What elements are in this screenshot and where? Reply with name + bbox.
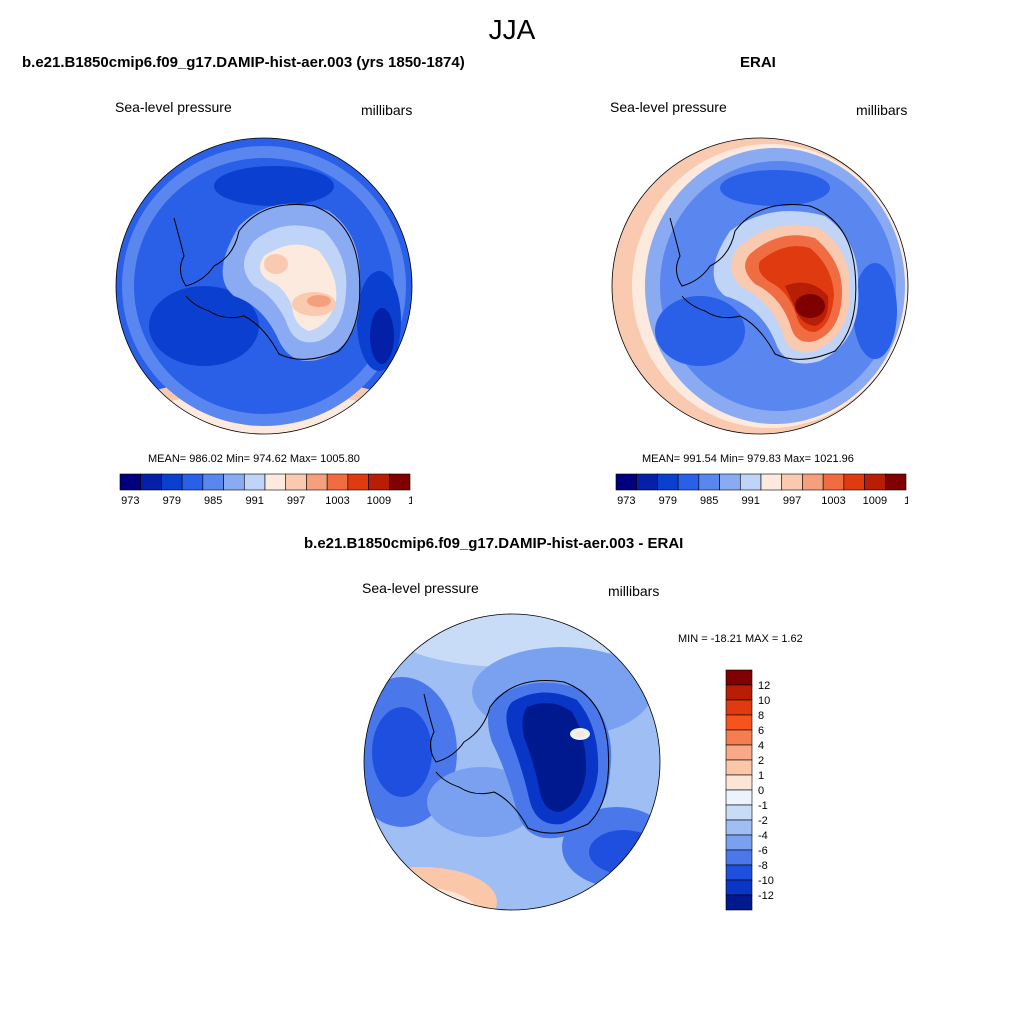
- model-units-label: millibars: [361, 102, 413, 118]
- figure-title: JJA: [488, 14, 536, 45]
- obs-colorbar-swatch: [719, 473, 741, 491]
- model-stats: MEAN= 986.02 Min= 974.62 Max= 1005.80: [148, 453, 360, 465]
- obs-colorbar-tick-label: 973: [617, 495, 635, 507]
- model-colorbar: 973 979 985 991 997 1003 1009 1015: [119, 473, 412, 507]
- model-colorbar-tick-label: 1015: [408, 495, 412, 507]
- diff-colorbar-tick-label: -12: [758, 890, 774, 902]
- model-colorbar-swatch: [347, 473, 369, 491]
- diff-colorbar-tick-label: 12: [758, 680, 770, 692]
- obs-colorbar-swatch: [864, 473, 886, 491]
- model-colorbar-swatch: [223, 473, 245, 491]
- obs-colorbar-swatch: [615, 473, 638, 491]
- diff-colorbar-swatch: [725, 684, 753, 701]
- model-colorbar-tick-label: 1009: [367, 495, 391, 507]
- diff-colorbar-tick-label: -6: [758, 845, 768, 857]
- obs-colorbar-swatch: [739, 473, 762, 491]
- model-colorbar-swatch: [326, 473, 349, 491]
- model-colorbar-tick-label: 973: [121, 495, 139, 507]
- obs-colorbar-swatch: [843, 473, 865, 491]
- model-colorbar-swatch: [306, 473, 328, 491]
- diff-colorbar-swatch: [725, 714, 753, 731]
- diff-colorbar-tick-label: 6: [758, 725, 764, 737]
- obs-colorbar-swatch: [781, 473, 803, 491]
- obs-colorbar-swatch: [760, 473, 783, 491]
- diff-colorbar-swatch: [725, 774, 753, 791]
- model-colorbar-tick-label: 985: [204, 495, 222, 507]
- diff-colorbar-tick-label: 4: [758, 740, 764, 752]
- obs-colorbar-tick-label: 1009: [863, 495, 887, 507]
- diff-colorbar-tick-label: -10: [758, 875, 774, 887]
- obs-colorbar-tick-label: 1015: [904, 495, 908, 507]
- diff-colorbar-swatch: [725, 894, 753, 911]
- diff-colorbar-tick-label: -8: [758, 860, 768, 872]
- diff-left-label: Sea-level pressure: [362, 580, 479, 596]
- model-colorbar-tick-label: 991: [245, 495, 263, 507]
- obs-colorbar-swatch: [698, 473, 720, 491]
- diff-colorbar-swatch: [725, 699, 753, 716]
- model-colorbar-swatch: [119, 473, 142, 491]
- diff-colorbar-swatch: [725, 834, 753, 851]
- model-colorbar-swatch: [202, 473, 224, 491]
- diff-colorbar-swatch: [725, 879, 753, 896]
- diff-colorbar-tick-label: 8: [758, 710, 764, 722]
- diff-panel-title: b.e21.B1850cmip6.f09_g17.DAMIP-hist-aer.…: [304, 535, 684, 552]
- model-left-label: Sea-level pressure: [115, 99, 232, 115]
- obs-left-label: Sea-level pressure: [610, 99, 727, 115]
- obs-units-label: millibars: [856, 102, 908, 118]
- model-colorbar-swatch: [264, 473, 287, 491]
- model-colorbar-swatch: [368, 473, 390, 491]
- obs-colorbar-tick-label: 991: [741, 495, 759, 507]
- diff-colorbar-swatch: [725, 789, 753, 806]
- obs-colorbar-tick-label: 1003: [821, 495, 845, 507]
- diff-colorbar-swatch: [725, 669, 753, 686]
- model-polar-map: [115, 137, 413, 435]
- model-colorbar-swatch: [161, 473, 183, 491]
- obs-polar-map: [611, 137, 909, 435]
- diff-colorbar-tick-label: -2: [758, 815, 768, 827]
- diff-colorbar-swatch: [725, 804, 753, 821]
- obs-colorbar-swatch: [677, 473, 700, 491]
- model-colorbar-swatch: [181, 473, 204, 491]
- diff-colorbar-tick-label: 0: [758, 785, 764, 797]
- obs-colorbar-swatch: [657, 473, 679, 491]
- diff-colorbar-swatch: [725, 759, 753, 776]
- obs-panel-title: ERAI: [740, 54, 776, 71]
- obs-colorbar-swatch: [884, 473, 907, 491]
- diff-colorbar-tick-label: 10: [758, 695, 770, 707]
- diff-units-label: millibars: [608, 583, 660, 599]
- obs-colorbar: 973 979 985 991 997 1003 1009 1015: [615, 473, 908, 507]
- diff-colorbar-swatch: [725, 744, 753, 761]
- model-colorbar-tick-label: 979: [163, 495, 181, 507]
- diff-colorbar-tick-label: -1: [758, 800, 768, 812]
- model-colorbar-swatch: [388, 473, 411, 491]
- obs-colorbar-tick-label: 979: [659, 495, 677, 507]
- diff-colorbar-tick-label: -4: [758, 830, 768, 842]
- diff-colorbar-swatch: [725, 864, 753, 881]
- model-colorbar-swatch: [140, 473, 162, 491]
- diff-colorbar-tick-label: 1: [758, 770, 764, 782]
- obs-stats: MEAN= 991.54 Min= 979.83 Max= 1021.96: [642, 453, 854, 465]
- model-colorbar-swatch: [285, 473, 307, 491]
- obs-colorbar-swatch: [636, 473, 658, 491]
- obs-colorbar-swatch: [822, 473, 845, 491]
- obs-colorbar-tick-label: 985: [700, 495, 718, 507]
- diff-stats: MIN = -18.21 MAX = 1.62: [678, 633, 803, 645]
- model-colorbar-tick-label: 997: [287, 495, 305, 507]
- diff-colorbar-swatch: [725, 819, 753, 836]
- model-panel-title: b.e21.B1850cmip6.f09_g17.DAMIP-hist-aer.…: [22, 54, 465, 71]
- diff-colorbar-swatch: [725, 729, 753, 746]
- obs-colorbar-swatch: [802, 473, 824, 491]
- model-colorbar-tick-label: 1003: [325, 495, 349, 507]
- diff-colorbar-swatch: [725, 849, 753, 866]
- model-colorbar-swatch: [243, 473, 266, 491]
- diff-colorbar-tick-label: 2: [758, 755, 764, 767]
- obs-colorbar-tick-label: 997: [783, 495, 801, 507]
- diff-polar-map: [363, 613, 661, 911]
